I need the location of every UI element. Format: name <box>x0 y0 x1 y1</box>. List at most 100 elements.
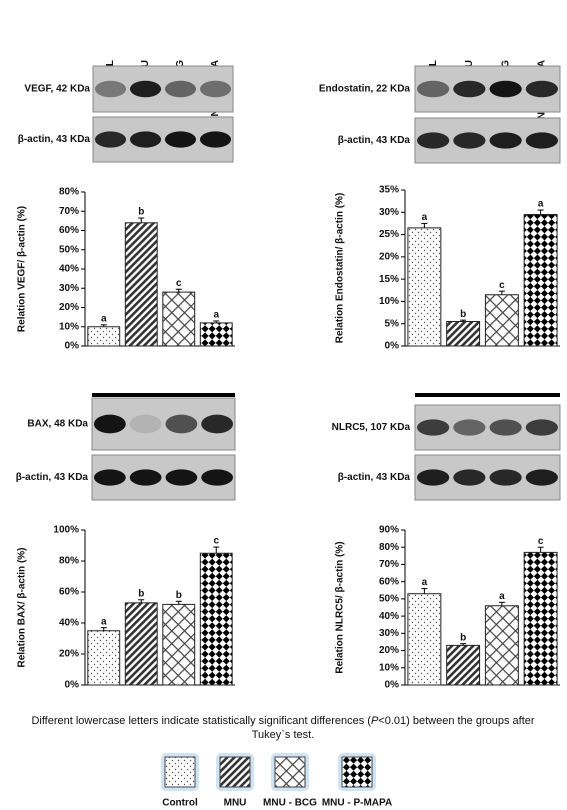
blot-label: β-actin, 43 KDa <box>18 134 91 145</box>
bar <box>407 227 442 347</box>
blot <box>92 65 234 113</box>
y-tick-label: 60% <box>59 587 79 598</box>
blot-band <box>164 131 197 148</box>
y-tick-label: 100% <box>53 525 79 536</box>
y-tick-label: 70% <box>379 559 399 570</box>
blot-band <box>165 469 198 486</box>
blot-band <box>525 419 558 436</box>
y-tick-label: 90% <box>379 525 399 536</box>
bar <box>87 326 121 347</box>
bar <box>523 214 558 347</box>
blot-label: β-actin, 43 KDa <box>338 472 411 483</box>
y-axis-label: Relation NLRC5/ β-actin (%) <box>335 541 346 673</box>
significance-letter: a <box>101 313 107 324</box>
y-tick-label: 20% <box>59 302 79 313</box>
blot-band <box>94 80 127 98</box>
blot-band <box>417 419 450 436</box>
bar <box>446 644 481 686</box>
y-tick-label: 40% <box>59 264 79 275</box>
y-tick-label: 20% <box>379 645 399 656</box>
blot-band <box>453 469 486 486</box>
bar <box>162 291 196 347</box>
y-tick-label: 0% <box>385 341 400 352</box>
y-tick-label: 35% <box>379 185 399 196</box>
blot-label: β-actin, 43 KDa <box>16 472 89 483</box>
blot-band <box>453 419 486 436</box>
significance-letter: a <box>101 616 107 627</box>
significance-letter: a <box>538 199 544 210</box>
blot-label: VEGF, 42 KDa <box>24 84 90 95</box>
legend-label: MNU - P-MAPA <box>322 798 392 809</box>
separator <box>415 393 560 397</box>
blot-band <box>93 469 126 486</box>
bar <box>446 320 481 347</box>
significance-letter: a <box>499 591 505 602</box>
blot-band <box>489 419 522 436</box>
blot-band <box>525 469 558 486</box>
significance-letter: c <box>499 280 505 291</box>
y-tick-label: 50% <box>379 594 399 605</box>
legend-label: MNU - BCG <box>263 798 317 809</box>
blot-band <box>489 80 522 98</box>
bar <box>484 605 519 686</box>
blot-band <box>417 80 450 98</box>
y-tick-label: 40% <box>379 611 399 622</box>
significance-letter: c <box>176 278 182 289</box>
blot-band <box>201 414 234 434</box>
significance-letter: a <box>422 577 428 588</box>
blot-band <box>129 131 162 148</box>
y-axis-label: Relation BAX/ β-actin (%) <box>17 548 28 668</box>
y-tick-label: 15% <box>379 274 399 285</box>
blot-band <box>94 131 127 148</box>
footnote: Tukey`s test. <box>252 729 315 741</box>
y-tick-label: 70% <box>59 206 79 217</box>
bar <box>124 602 158 686</box>
blot-band <box>129 414 162 434</box>
blot-band <box>165 414 198 434</box>
significance-letter: b <box>460 632 466 643</box>
bar <box>162 603 196 686</box>
bar <box>407 593 442 686</box>
significance-letter: b <box>460 309 466 320</box>
blot-label: β-actin, 43 KDa <box>338 135 411 146</box>
blot-band <box>525 80 558 98</box>
legend-swatch <box>164 756 196 788</box>
y-tick-label: 0% <box>65 680 80 691</box>
y-tick-label: 30% <box>379 207 399 218</box>
blot-label: BAX, 48 KDa <box>27 419 88 430</box>
legend-swatch <box>341 756 373 788</box>
bar <box>523 551 558 686</box>
y-tick-label: 10% <box>59 321 79 332</box>
blot-band <box>129 80 162 98</box>
significance-letter: a <box>213 310 219 321</box>
y-tick-label: 10% <box>379 296 399 307</box>
blot-band <box>417 469 450 486</box>
bar <box>484 294 519 347</box>
blot-band <box>164 80 197 98</box>
y-tick-label: 50% <box>59 244 79 255</box>
blot-band <box>417 132 450 149</box>
blot-band <box>489 469 522 486</box>
blot-band <box>453 132 486 149</box>
bar <box>124 222 158 347</box>
y-tick-label: 0% <box>385 680 400 691</box>
blot-band <box>453 80 486 98</box>
footnote: Different lowercase letters indicate sta… <box>31 715 534 727</box>
blot-band <box>129 469 162 486</box>
y-tick-label: 30% <box>59 283 79 294</box>
y-tick-label: 80% <box>59 187 79 198</box>
significance-letter: b <box>176 590 182 601</box>
y-tick-label: 10% <box>379 662 399 673</box>
significance-letter: c <box>538 536 544 547</box>
y-tick-label: 0% <box>65 341 80 352</box>
bar <box>199 552 233 686</box>
legend-label: Control <box>162 798 198 809</box>
legend-swatch <box>219 756 251 788</box>
y-axis-label: Relation VEGF/ β-actin (%) <box>17 206 28 332</box>
bar <box>87 630 121 686</box>
y-tick-label: 80% <box>59 556 79 567</box>
y-tick-label: 60% <box>379 576 399 587</box>
y-tick-label: 40% <box>59 618 79 629</box>
y-tick-label: 80% <box>379 542 399 553</box>
y-tick-label: 25% <box>379 229 399 240</box>
